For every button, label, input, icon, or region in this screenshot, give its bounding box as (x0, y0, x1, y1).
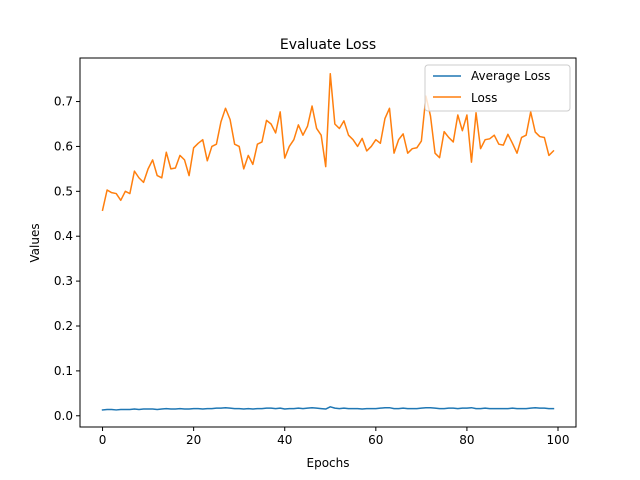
y-tick-label: 0.1 (54, 364, 73, 378)
y-tick-label: 0.6 (54, 139, 73, 153)
x-tick-label: 0 (99, 433, 107, 447)
plot-frame (79, 57, 577, 428)
x-tick-label: 40 (277, 433, 292, 447)
legend-label-average-loss: Average Loss (471, 69, 550, 83)
y-axis-label: Values (28, 223, 42, 262)
x-axis-label: Epochs (307, 456, 350, 470)
x-axis-ticks: 0 20 40 60 80 100 (99, 427, 570, 447)
chart-title: Evaluate Loss (280, 37, 376, 53)
series-line-average-loss (101, 406, 555, 411)
x-tick-label: 100 (547, 433, 570, 447)
plot-layer (101, 72, 555, 411)
series-line-loss (101, 72, 555, 212)
y-tick-label: 0.7 (54, 95, 73, 109)
legend: Average Loss Loss (424, 64, 571, 112)
y-tick-label: 0.5 (54, 184, 73, 198)
x-tick-label: 60 (368, 433, 383, 447)
y-tick-label: 0.2 (54, 319, 73, 333)
x-tick-label: 20 (186, 433, 201, 447)
y-tick-label: 0.0 (54, 409, 73, 423)
y-axis-ticks: 0.0 0.1 0.2 0.3 0.4 0.5 0.6 0.7 (54, 95, 80, 423)
y-tick-label: 0.3 (54, 274, 73, 288)
legend-label-loss: Loss (471, 91, 497, 105)
y-tick-label: 0.4 (54, 229, 73, 243)
legend-box (424, 64, 571, 112)
x-tick-label: 80 (459, 433, 474, 447)
